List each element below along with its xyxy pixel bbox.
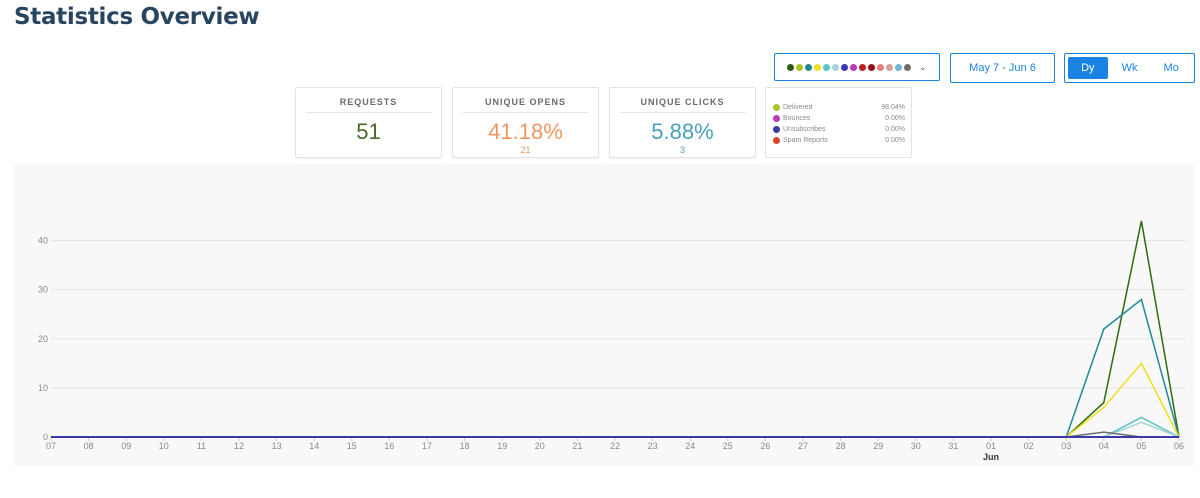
unique-clicks-card: UNIQUE CLICKS 5.88% 3 <box>609 87 756 158</box>
delivered-dot-icon <box>773 104 780 111</box>
x-month-label: Jun <box>983 452 999 462</box>
color-swatch <box>787 64 794 71</box>
color-swatch <box>877 64 884 71</box>
x-tick-label: 05 <box>1136 441 1146 451</box>
unique-clicks-label: UNIQUE CLICKS <box>640 97 725 107</box>
color-swatch <box>859 64 866 71</box>
legend-item-label: Spam Reports <box>783 137 828 144</box>
legend-item-value: 0.00% <box>885 126 905 133</box>
y-tick-label: 20 <box>38 334 48 344</box>
x-tick-label: 12 <box>234 441 244 451</box>
y-tick-label: 0 <box>43 432 48 442</box>
x-tick-label: 18 <box>460 441 470 451</box>
color-swatch <box>823 64 830 71</box>
color-swatch <box>805 64 812 71</box>
series-line-4 <box>51 421 1180 438</box>
x-tick-label: 08 <box>84 441 94 451</box>
legend-item-spam-reports: Spam Reports 0.00% <box>773 135 905 146</box>
page-title: Statistics Overview <box>14 4 260 30</box>
x-tick-label: 26 <box>760 441 770 451</box>
x-tick-label: 06 <box>1174 441 1184 451</box>
period-month-button[interactable]: Mo <box>1163 62 1179 74</box>
x-tick-label: 21 <box>572 441 582 451</box>
stats-chart: 0 10 20 30 40 07 08 09 10 11 12 13 14 15 16 17 18 19 20 21 2… <box>14 164 1194 466</box>
delivery-legend: Delivered 98.04% Bounces 0.00% Unsubscri… <box>765 87 912 158</box>
x-tick-label: 22 <box>610 441 620 451</box>
y-tick-label: 40 <box>38 236 48 246</box>
legend-item-label: Bounces <box>783 115 811 122</box>
x-tick-label: 16 <box>384 441 394 451</box>
color-swatches <box>787 58 913 76</box>
requests-value: 51 <box>356 119 381 144</box>
y-tick-label: 10 <box>38 383 48 393</box>
period-week-button[interactable]: Wk <box>1121 62 1138 74</box>
x-tick-label: 02 <box>1024 441 1034 451</box>
x-tick-label: 14 <box>309 441 319 451</box>
unsubscribes-dot-icon <box>773 126 780 133</box>
divider <box>619 112 746 113</box>
chevron-down-icon: ⌄ <box>919 61 927 72</box>
series-line-2 <box>51 361 1180 438</box>
legend-item-label: Delivered <box>783 104 813 111</box>
color-swatch <box>850 64 857 71</box>
date-range-picker[interactable]: May 7 - Jun 6 <box>950 53 1055 83</box>
color-swatch <box>796 64 803 71</box>
series-line-0 <box>51 220 1180 438</box>
x-tick-label: 27 <box>798 441 808 451</box>
x-tick-label: 11 <box>197 441 206 451</box>
series-line-3 <box>51 416 1180 438</box>
x-tick-label: 29 <box>873 441 883 451</box>
color-swatch <box>841 64 848 71</box>
series-line-1 <box>51 298 1180 438</box>
x-tick-label: 15 <box>347 441 357 451</box>
bounces-dot-icon <box>773 115 780 122</box>
x-tick-label: 09 <box>121 441 131 451</box>
color-swatch <box>886 64 893 71</box>
color-swatch <box>895 64 902 71</box>
series-color-picker[interactable]: ⌄ <box>774 53 940 81</box>
legend-item-bounces: Bounces 0.00% <box>773 113 905 124</box>
unique-opens-count: 21 <box>520 145 531 155</box>
x-tick-label: 04 <box>1099 441 1109 451</box>
legend-item-value: 0.00% <box>885 115 905 122</box>
color-swatch <box>868 64 875 71</box>
x-tick-label: 24 <box>685 441 695 451</box>
unique-opens-label: UNIQUE OPENS <box>484 97 566 107</box>
color-swatch <box>904 64 911 71</box>
unique-opens-value: 41.18% <box>488 119 563 144</box>
period-toggle: Dy Wk Mo <box>1064 53 1195 83</box>
color-swatch <box>814 64 821 71</box>
legend-item-value: 0.00% <box>885 137 905 144</box>
color-swatch <box>832 64 839 71</box>
unique-clicks-value: 5.88% <box>651 119 714 144</box>
legend-item-value: 98.04% <box>881 104 905 111</box>
x-tick-label: 07 <box>46 441 56 451</box>
requests-label: REQUESTS <box>339 97 398 107</box>
x-tick-label: 17 <box>422 441 432 451</box>
y-tick-label: 30 <box>38 285 48 295</box>
divider <box>462 112 589 113</box>
period-day-button[interactable]: Dy <box>1068 57 1108 79</box>
x-tick-label: 25 <box>723 441 733 451</box>
x-tick-label: 31 <box>948 441 958 451</box>
x-tick-label: 19 <box>497 441 507 451</box>
x-tick-label: 30 <box>911 441 921 451</box>
legend-item-delivered: Delivered 98.04% <box>773 102 905 113</box>
unique-opens-card: UNIQUE OPENS 41.18% 21 <box>452 87 599 158</box>
x-tick-label: 03 <box>1061 441 1071 451</box>
x-tick-label: 13 <box>272 441 282 451</box>
x-tick-label: 20 <box>535 441 545 451</box>
requests-card: REQUESTS 51 <box>295 87 442 158</box>
spam-reports-dot-icon <box>773 137 780 144</box>
x-tick-label: 28 <box>836 441 846 451</box>
x-tick-label: 23 <box>648 441 658 451</box>
legend-item-label: Unsubscribes <box>783 126 826 133</box>
legend-item-unsubscribes: Unsubscribes 0.00% <box>773 124 905 135</box>
x-tick-label: 01 <box>986 441 996 451</box>
unique-clicks-count: 3 <box>679 145 685 155</box>
divider <box>305 112 432 113</box>
x-tick-label: 10 <box>159 441 169 451</box>
